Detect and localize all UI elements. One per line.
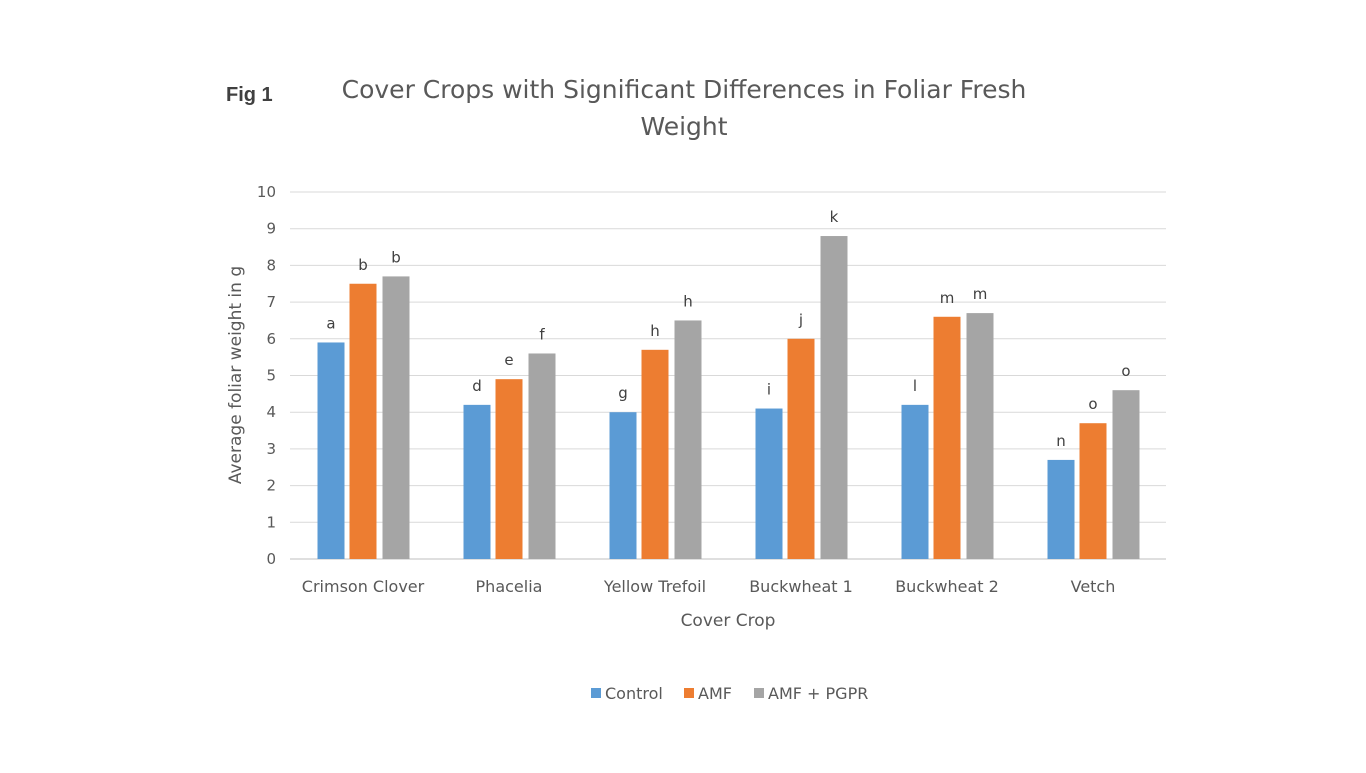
x-axis-label: Cover Crop (681, 611, 776, 631)
y-tick-label: 10 (257, 183, 276, 201)
y-axis-label: Average foliar weight in g (226, 266, 246, 484)
data-label: j (798, 311, 803, 329)
data-label: m (940, 289, 955, 307)
y-tick-label: 3 (266, 440, 276, 458)
legend-label: Control (605, 684, 663, 703)
y-tick-label: 7 (266, 293, 276, 311)
data-label: d (472, 377, 482, 395)
data-label: m (973, 285, 988, 303)
legend-swatch (754, 688, 764, 698)
y-tick-label: 2 (266, 477, 276, 495)
x-tick-label: Crimson Clover (302, 577, 425, 596)
data-label: o (1121, 362, 1130, 380)
y-tick-label: 4 (266, 403, 276, 421)
y-tick-label: 6 (266, 330, 276, 348)
data-label: h (650, 322, 660, 340)
data-label: o (1088, 395, 1097, 413)
chart-title-line-1: Cover Crops with Significant Differences… (342, 75, 1027, 104)
legend-swatch (684, 688, 694, 698)
data-label: b (391, 248, 401, 266)
bar-amf-pgpr (820, 236, 848, 560)
y-tick-label: 8 (266, 256, 276, 274)
x-tick-label: Vetch (1071, 577, 1116, 596)
bar-amf-pgpr (674, 320, 702, 559)
bar-control (1047, 459, 1075, 559)
bar-control (463, 404, 491, 559)
data-label: l (913, 377, 917, 395)
bar-amf (641, 349, 669, 559)
data-label: f (539, 325, 545, 343)
x-tick-label: Buckwheat 2 (895, 577, 999, 596)
bar-amf-pgpr (382, 276, 410, 559)
y-tick-label: 5 (266, 367, 276, 385)
data-label: n (1056, 432, 1066, 450)
y-tick-label: 1 (266, 513, 276, 531)
data-label: h (683, 292, 693, 310)
bar-amf (1079, 423, 1107, 559)
data-label: g (618, 384, 628, 402)
bar-control (609, 412, 637, 559)
bar-control (317, 342, 345, 559)
bar-amf-pgpr (528, 353, 556, 559)
bar-amf (349, 283, 377, 559)
data-label: k (830, 208, 839, 226)
y-tick-label: 9 (266, 220, 276, 238)
data-label: e (504, 351, 513, 369)
data-label: a (326, 314, 335, 332)
x-tick-label: Buckwheat 1 (749, 577, 853, 596)
legend-label: AMF (698, 684, 732, 703)
data-label: b (358, 256, 368, 274)
legend-label: AMF + PGPR (768, 684, 868, 703)
bar-control (901, 404, 929, 559)
bar-amf (787, 338, 815, 559)
legend-swatch (591, 688, 601, 698)
bar-amf-pgpr (966, 313, 994, 559)
x-tick-label: Phacelia (476, 577, 543, 596)
bar-amf (495, 379, 523, 559)
bar-amf-pgpr (1112, 390, 1140, 559)
data-label: i (767, 381, 771, 399)
figure-label: Fig 1 (226, 84, 273, 106)
bar-control (755, 408, 783, 559)
chart-title-line-2: Weight (640, 112, 727, 141)
bar-amf (933, 316, 961, 559)
y-tick-label: 0 (266, 550, 276, 568)
x-tick-label: Yellow Trefoil (603, 577, 706, 596)
